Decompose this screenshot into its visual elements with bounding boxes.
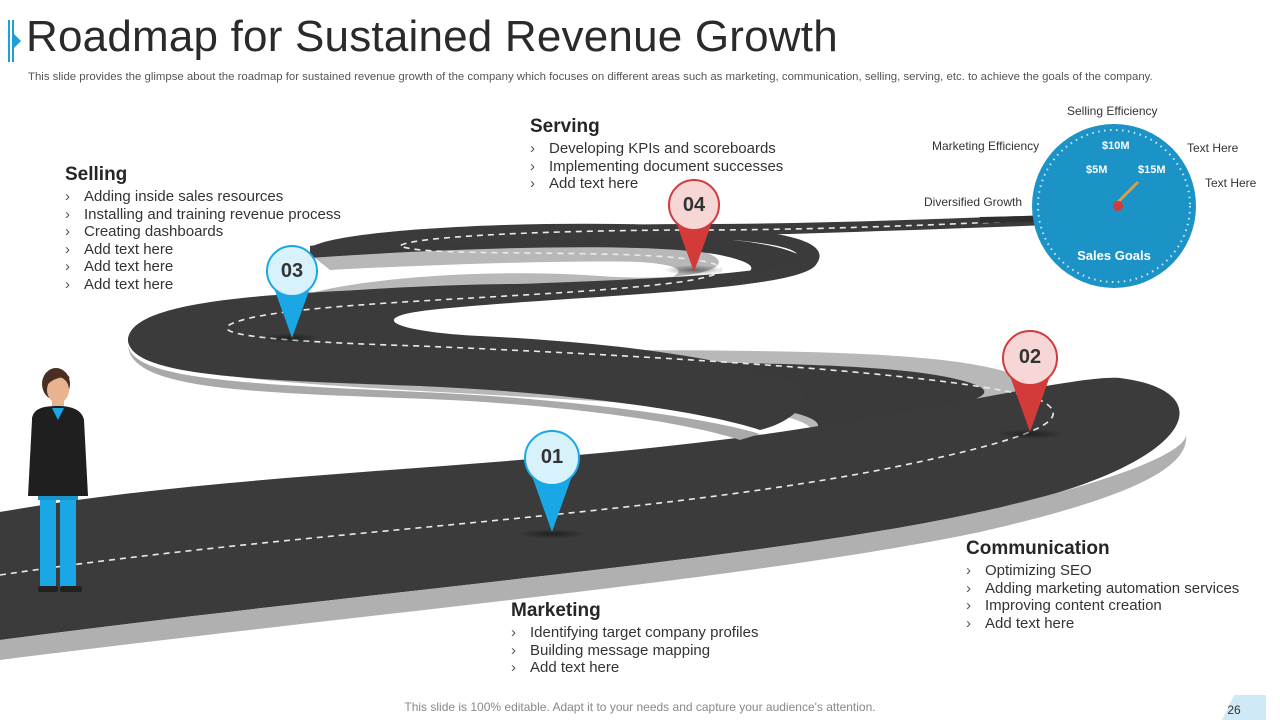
footer-note: This slide is 100% editable. Adapt it to…	[404, 700, 876, 714]
step-heading: Marketing	[511, 600, 601, 621]
chevron-right-icon: ›	[65, 188, 70, 205]
list-item: › Building message mapping	[511, 641, 711, 659]
list-item: › Creating dashboards	[65, 223, 224, 241]
step-list: › Identifying target company profiles › Bu…	[511, 624, 758, 677]
step-block-serving: Serving › Developing KPIs and scoreboards…	[530, 116, 783, 193]
gauge-label-selling-efficiency: Selling Efficiency	[1067, 104, 1158, 118]
pin-marker-red-icon	[668, 179, 720, 272]
list-item: › Add text here	[966, 614, 1075, 632]
page-title: Roadmap for Sustained Revenue Growth	[26, 12, 838, 61]
gauge-tick-10m: $10M	[1102, 140, 1130, 152]
chevron-right-icon: ›	[65, 240, 70, 258]
gauge-tick-5m: $5M	[1086, 164, 1107, 176]
chevron-right-icon: ›	[966, 562, 971, 579]
list-item: › Adding inside sales resources	[65, 188, 284, 205]
pin-marker-blue-icon	[524, 430, 580, 532]
list-item: › Optimizing SEO	[966, 562, 1092, 579]
chevron-right-icon: ›	[530, 157, 535, 175]
step-pin-01: 01	[522, 428, 582, 532]
chevron-right-icon: ›	[966, 614, 971, 632]
chevron-right-icon: ›	[65, 223, 70, 241]
step-number: 04	[682, 194, 706, 216]
step-block-selling: Selling › Adding inside sales resources ›…	[65, 164, 341, 294]
step-pin-02: 02	[1000, 328, 1060, 432]
step-block-marketing: Marketing › Identifying target company pr…	[511, 600, 758, 677]
step-heading: Serving	[530, 116, 600, 137]
chevron-right-icon: ›	[530, 140, 535, 157]
step-pin-04: 04	[664, 176, 724, 276]
list-item: › Adding marketing automation services	[966, 579, 1240, 597]
chevron-right-icon: ›	[65, 258, 70, 276]
step-block-communication: Communication › Optimizing SEO › Adding ma…	[966, 538, 1239, 632]
gauge-label-text-here-1: Text Here	[1187, 141, 1239, 155]
sales-goals-gauge: $5M $10M $15M Sales Goals	[1032, 124, 1196, 288]
page-number-badge	[1222, 695, 1266, 720]
list-item: › Add text here	[65, 275, 174, 293]
chevron-right-icon: ›	[511, 641, 516, 659]
chevron-right-icon: ›	[65, 275, 70, 293]
list-item: › Improving content creation	[966, 597, 1162, 615]
page-subtitle: This slide provides the glimpse about th…	[28, 71, 1153, 83]
step-list: › Optimizing SEO › Adding marketing automa…	[966, 562, 1239, 632]
step-heading: Communication	[966, 538, 1110, 559]
step-list: › Adding inside sales resources › Installi…	[65, 188, 341, 294]
gauge-label-diversified-growth: Diversified Growth	[924, 195, 1023, 209]
gauge-label-marketing-efficiency: Marketing Efficiency	[932, 139, 1040, 153]
list-item: › Add text here	[530, 175, 639, 193]
chevron-right-icon: ›	[65, 205, 70, 223]
step-heading: Selling	[65, 164, 128, 185]
pin-marker-blue-icon	[266, 245, 318, 338]
step-number: 02	[1018, 346, 1042, 368]
step-pin-03: 03	[262, 242, 322, 342]
page-number: 26	[1227, 703, 1241, 717]
chevron-right-icon: ›	[511, 624, 516, 641]
list-item: › Add text here	[511, 659, 620, 677]
gauge-title: Sales Goals	[1077, 248, 1151, 263]
businessman-illustration	[28, 368, 88, 592]
step-number: 03	[280, 260, 304, 282]
list-item: › Installing and training revenue process	[65, 205, 341, 223]
step-number: 01	[540, 446, 564, 468]
chevron-right-icon: ›	[966, 597, 971, 615]
chevron-right-icon: ›	[511, 659, 516, 677]
chevron-right-icon: ›	[966, 579, 971, 597]
pin-marker-red-icon	[1002, 330, 1058, 432]
list-item: › Developing KPIs and scoreboards	[530, 140, 776, 157]
list-item: › Implementing document successes	[530, 157, 784, 175]
list-item: › Add text here	[65, 258, 174, 276]
title-accent-bar	[8, 20, 21, 62]
gauge-tick-15m: $15M	[1138, 164, 1166, 176]
list-item: › Identifying target company profiles	[511, 624, 759, 641]
chevron-right-icon: ›	[530, 175, 535, 193]
list-item: › Add text here	[65, 240, 174, 258]
step-list: › Developing KPIs and scoreboards › Implem…	[530, 140, 783, 193]
gauge-label-text-here-2: Text Here	[1205, 176, 1257, 190]
